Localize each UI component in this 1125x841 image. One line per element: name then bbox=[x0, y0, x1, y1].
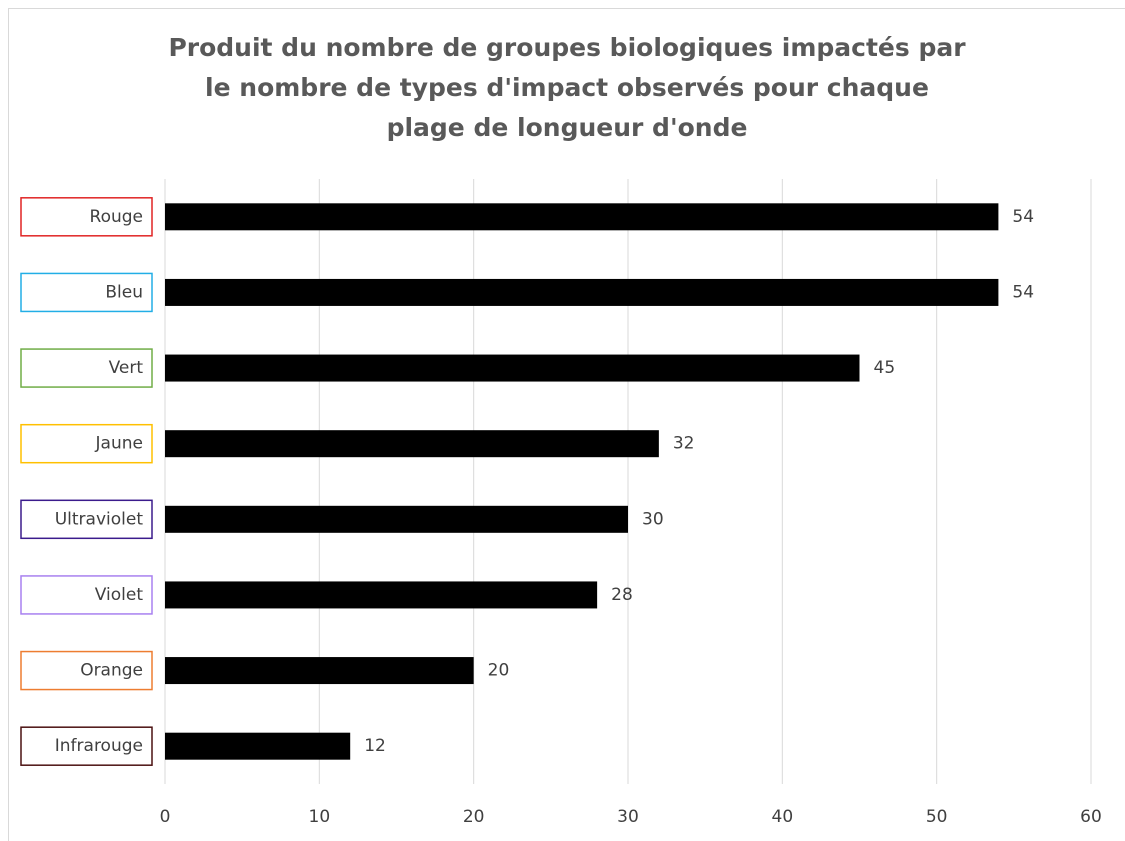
bar bbox=[165, 657, 474, 685]
category-box bbox=[20, 726, 153, 766]
chart-title: Produit du nombre de groupes biologiques… bbox=[168, 33, 966, 142]
category-box bbox=[20, 499, 153, 540]
x-tick-label: 0 bbox=[160, 807, 171, 827]
y-tick-label: Infrarouge bbox=[55, 736, 143, 756]
value-label: 54 bbox=[1012, 282, 1034, 302]
category-box bbox=[20, 650, 153, 691]
bar bbox=[165, 354, 860, 382]
y-tick-label: Jaune bbox=[95, 434, 143, 454]
bar bbox=[165, 732, 351, 760]
value-label: 30 bbox=[642, 509, 664, 529]
bar bbox=[165, 581, 598, 609]
bar bbox=[165, 430, 659, 458]
category-box bbox=[20, 197, 153, 237]
y-tick-label: Rouge bbox=[90, 207, 143, 227]
x-tick-label: 30 bbox=[617, 807, 639, 827]
category-box bbox=[20, 272, 153, 313]
category-box bbox=[20, 348, 153, 388]
value-label: 45 bbox=[874, 358, 896, 378]
y-tick-label: Violet bbox=[95, 585, 144, 605]
value-label: 12 bbox=[364, 736, 386, 756]
x-tick-label: 10 bbox=[309, 807, 331, 827]
category-box bbox=[20, 423, 153, 464]
value-label: 32 bbox=[673, 434, 695, 454]
value-label: 20 bbox=[488, 661, 510, 681]
y-tick-label: Vert bbox=[109, 358, 144, 378]
chart-border bbox=[8, 8, 1125, 841]
x-tick-label: 40 bbox=[772, 807, 794, 827]
x-tick-label: 60 bbox=[1080, 807, 1102, 827]
category-box bbox=[20, 575, 153, 615]
y-tick-label: Orange bbox=[80, 661, 143, 681]
y-tick-label: Ultraviolet bbox=[55, 509, 144, 529]
value-label: 54 bbox=[1012, 207, 1034, 227]
x-tick-label: 20 bbox=[463, 807, 485, 827]
y-tick-label: Bleu bbox=[105, 282, 143, 302]
x-tick-label: 50 bbox=[926, 807, 948, 827]
bar bbox=[165, 505, 628, 533]
value-label: 28 bbox=[611, 585, 633, 605]
bar bbox=[165, 203, 999, 231]
bar bbox=[165, 278, 999, 306]
